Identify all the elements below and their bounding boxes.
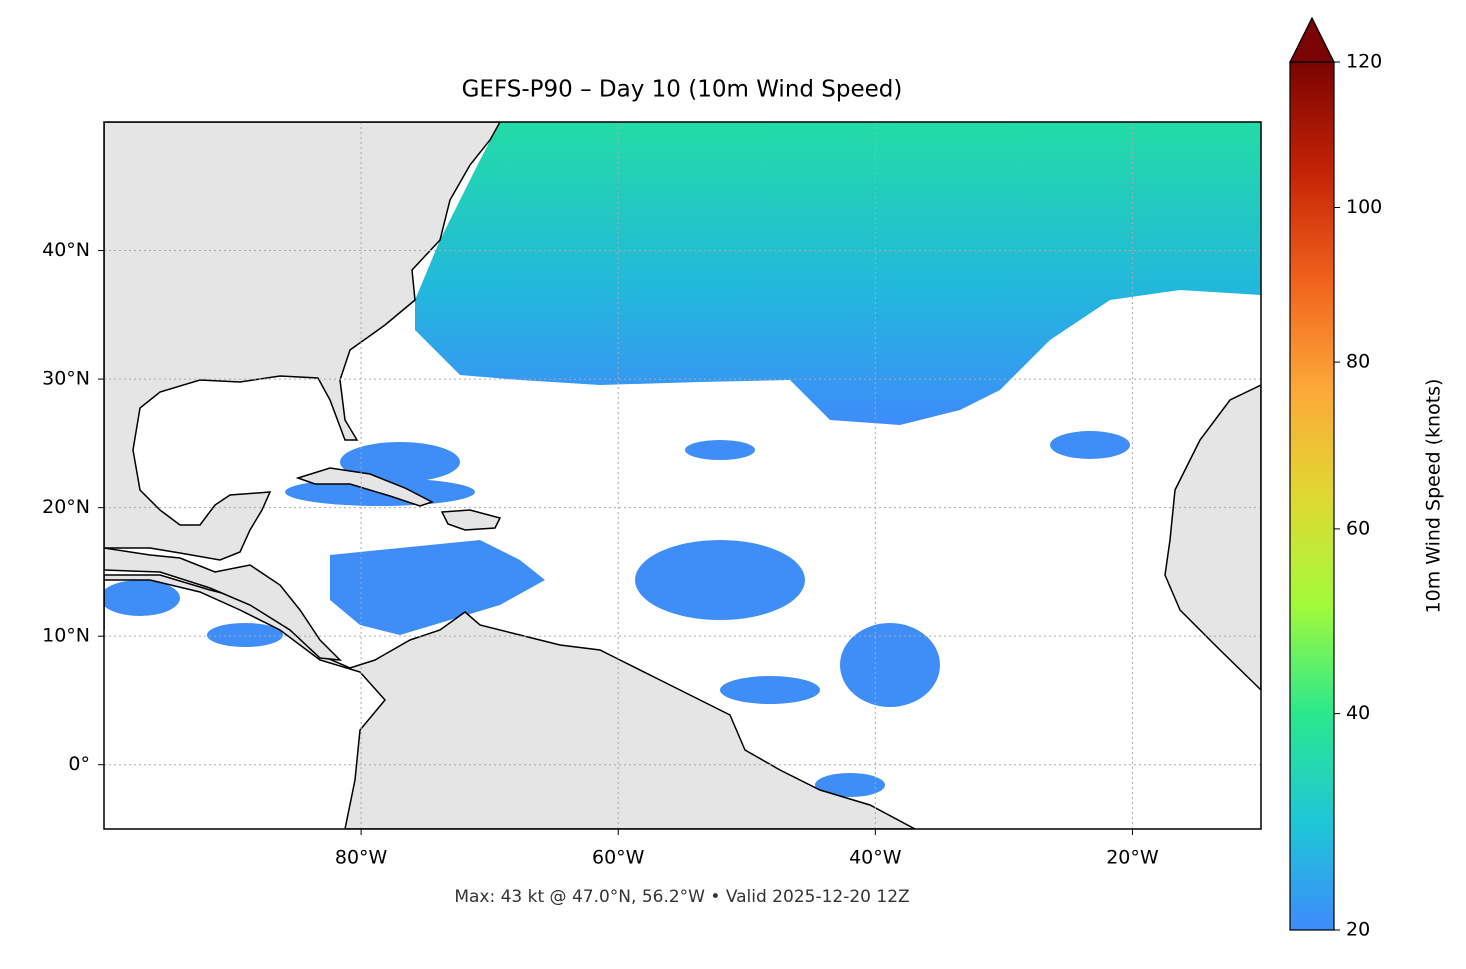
x-tick-label: 40°W	[849, 847, 902, 869]
y-tick-label: 10°N	[42, 625, 90, 647]
wind-field	[720, 676, 820, 704]
colorbar-tick-label: 80	[1346, 351, 1370, 373]
colorbar-tick-label: 60	[1346, 517, 1370, 539]
y-tick-label: 0°	[68, 753, 90, 775]
hispaniola	[440, 509, 502, 531]
map-frame	[103, 121, 1262, 830]
wind-field	[685, 440, 755, 460]
wind-field	[840, 623, 940, 707]
wind-field	[330, 540, 545, 635]
wind-field	[635, 540, 805, 620]
map-footer: Max: 43 kt @ 47.0°N, 56.2°W • Valid 2025…	[454, 887, 909, 907]
cuba	[295, 467, 434, 507]
y-tick-label: 40°N	[42, 239, 90, 261]
map-title: GEFS-P90 – Day 10 (10m Wind Speed)	[462, 77, 903, 103]
wind-field	[1050, 431, 1130, 459]
colorbar-tick-label: 100	[1346, 196, 1382, 218]
y-tick-label: 30°N	[42, 368, 90, 390]
colorbar-tick-label: 40	[1346, 702, 1370, 724]
colorbar-frame	[1289, 61, 1335, 931]
north-america	[104, 122, 501, 561]
central-america	[104, 547, 343, 661]
x-tick-label: 80°W	[335, 847, 388, 869]
y-tick-label: 20°N	[42, 496, 90, 518]
colorbar-fill	[1290, 62, 1334, 930]
colorbar-tick-label: 120	[1346, 51, 1382, 73]
africa	[1164, 384, 1261, 692]
wind-field	[207, 623, 283, 647]
wind-field	[815, 773, 885, 797]
colorbar-label: 10m Wind Speed (knots)	[1423, 379, 1445, 614]
wind-field	[340, 442, 460, 482]
map-layers	[104, 122, 1261, 829]
colorbar-tick-label: 20	[1346, 919, 1370, 941]
colorbar-extend	[1289, 16, 1335, 63]
wind-field	[104, 580, 180, 616]
x-tick-label: 60°W	[592, 847, 645, 869]
colorbar: 20 40 60 80 100 120	[1289, 16, 1382, 941]
x-tick-label: 20°W	[1106, 847, 1159, 869]
wind-field	[415, 122, 1261, 425]
